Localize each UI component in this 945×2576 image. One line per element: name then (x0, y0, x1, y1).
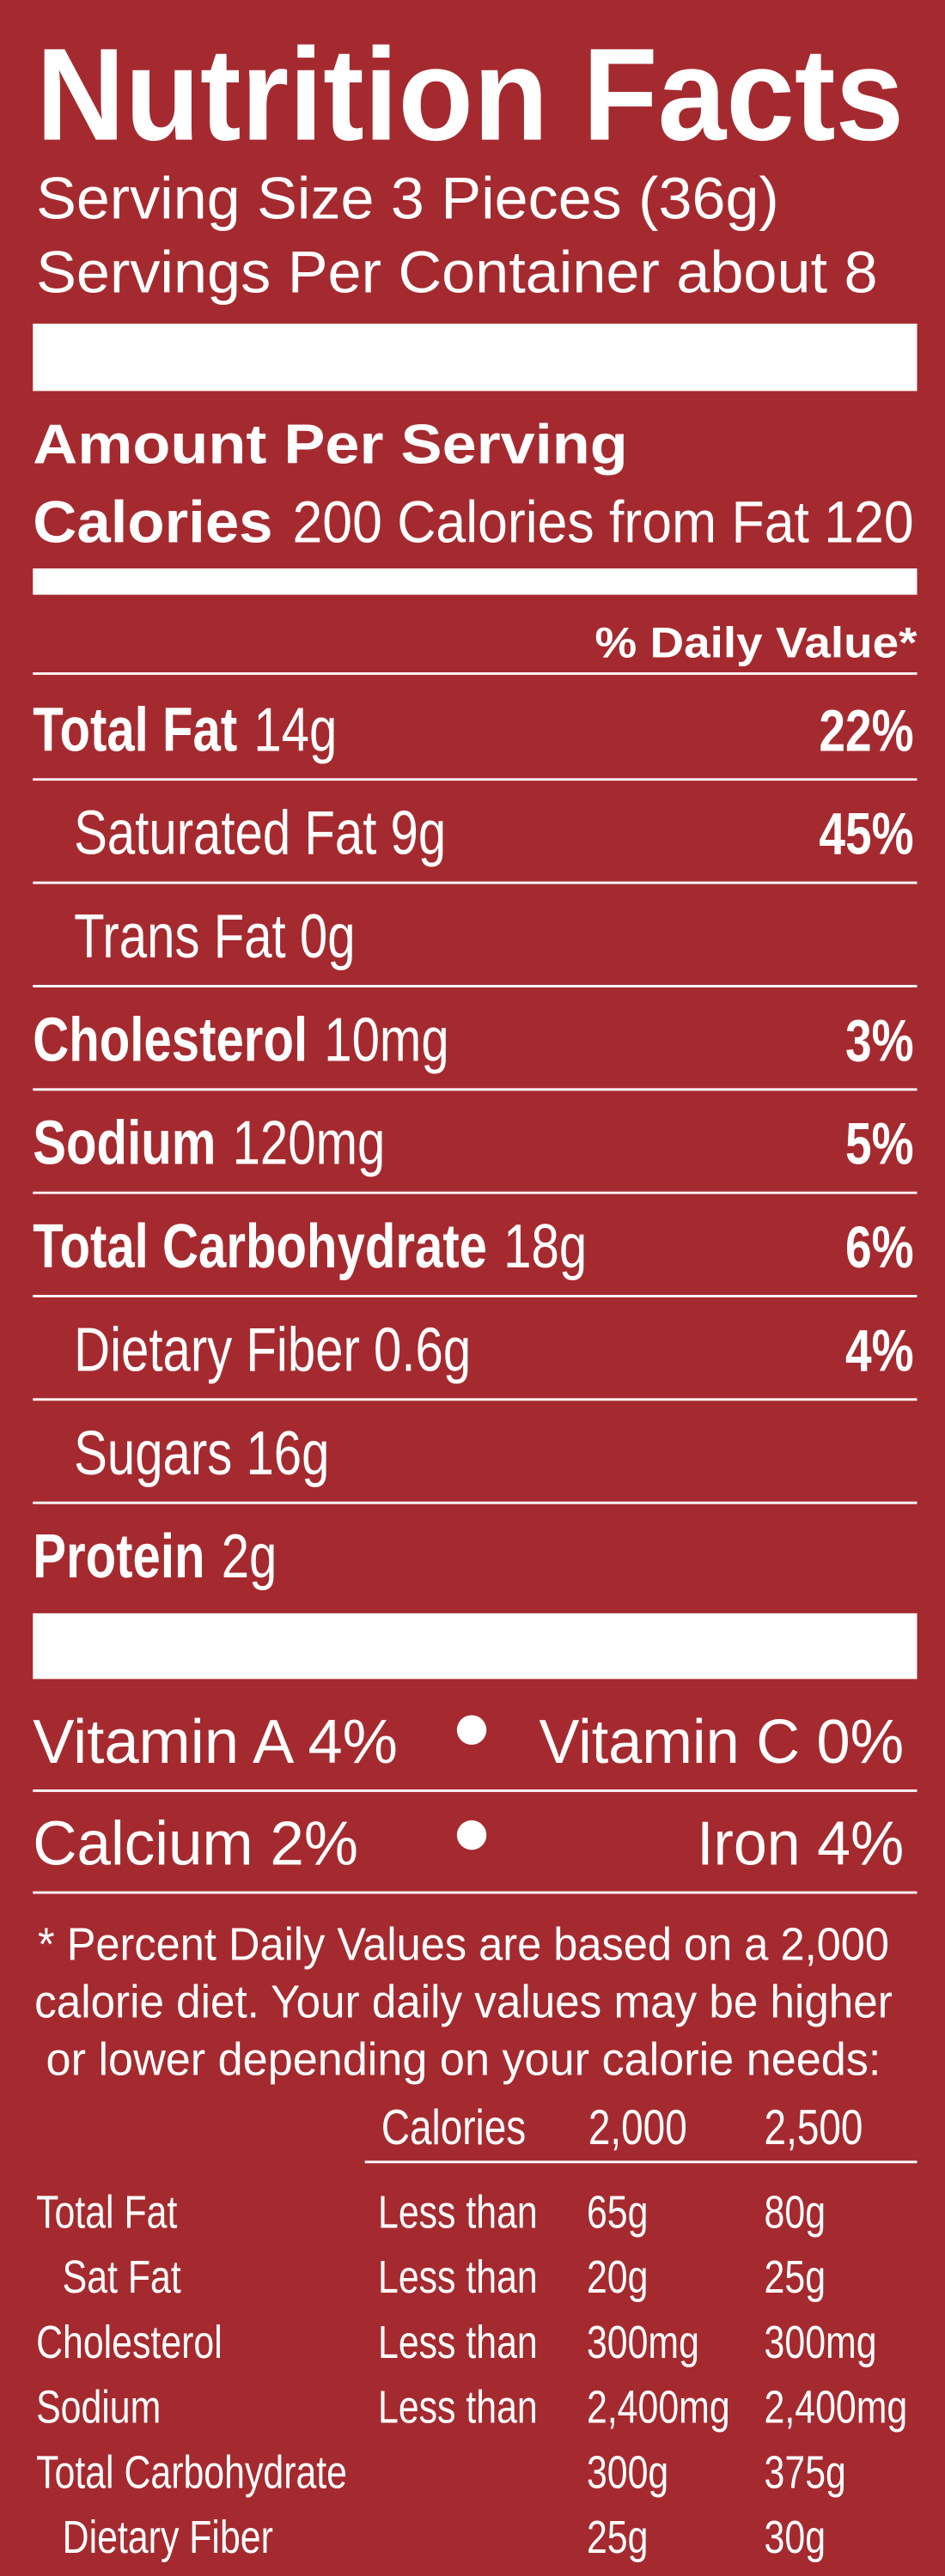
nutrient-sub-label: Dietary Fiber 0.6g (74, 1315, 471, 1384)
vitamin: Iron 4% (697, 1809, 904, 1879)
separator-bar (33, 1613, 918, 1680)
bullet (456, 1820, 487, 1850)
daily-value-header: % Daily Value* (595, 618, 918, 666)
daily-value: 22% (819, 697, 913, 763)
nutrient-label: Total Carbohydrate (33, 1212, 487, 1281)
reference-cell: Sodium (36, 2383, 161, 2433)
reference-cell: 300g (587, 2447, 668, 2498)
daily-value: 45% (819, 801, 913, 867)
vitamin: Vitamin C 0% (539, 1707, 904, 1777)
daily-value: 5% (845, 1111, 914, 1177)
nutrient-sub-label: Saturated Fat 9g (74, 799, 446, 868)
title: Nutrition Facts (36, 21, 904, 168)
footnote-line: * Percent Daily Values are based on a 2,… (38, 1920, 889, 1971)
reference-cell: Less than (378, 2318, 538, 2368)
reference-cell: Sat Fat (63, 2252, 181, 2303)
reference-cell: 300mg (587, 2318, 699, 2368)
nutrient-sub-label: Sugars 16g (74, 1419, 329, 1488)
footnote-line: or lower depending on your calorie needs… (46, 2034, 881, 2085)
daily-value: 6% (845, 1214, 914, 1280)
nutrient-label: Cholesterol (33, 1005, 308, 1074)
reference-header: 2,000 (588, 2100, 687, 2155)
calories-value: 200 Calories from Fat 120 (293, 489, 914, 555)
separator-bar (33, 323, 918, 392)
footnote-line: calorie diet. Your daily values may be h… (34, 1977, 893, 2027)
reference-cell: Total Carbohydrate (36, 2447, 347, 2498)
nutrient-sub-label: Trans Fat 0g (74, 902, 355, 971)
nutrient-label: Total Fat (33, 695, 237, 764)
reference-cell: 25g (765, 2252, 826, 2303)
reference-cell: Total Fat (36, 2187, 177, 2238)
reference-cell: Dietary Fiber (63, 2512, 273, 2563)
nutrient-amount: 10mg (324, 1005, 448, 1074)
reference-cell: 65g (587, 2187, 648, 2238)
serving-size: Serving Size 3 Pieces (36g) (36, 165, 779, 231)
separator-bar (33, 568, 918, 595)
reference-cell: Less than (378, 2383, 538, 2433)
reference-cell: 80g (765, 2187, 826, 2238)
nutrient-amount: 14g (253, 695, 337, 764)
nutrient-amount: 120mg (233, 1109, 386, 1178)
daily-value: 4% (845, 1317, 914, 1383)
reference-cell: 2,400mg (587, 2383, 730, 2433)
reference-cell: 20g (587, 2252, 648, 2303)
amount-per-serving: Amount Per Serving (33, 413, 628, 476)
nutrient-amount: 2g (222, 1522, 277, 1591)
reference-cell: 30g (765, 2512, 826, 2563)
servings-per-container: Servings Per Container about 8 (36, 240, 877, 306)
reference-cell: 2,400mg (765, 2383, 908, 2433)
reference-cell: Less than (378, 2252, 538, 2303)
nutrient-label: Protein (33, 1522, 204, 1591)
reference-cell: 25g (587, 2512, 648, 2563)
nutrient-label: Sodium (33, 1109, 216, 1178)
reference-header: 2,500 (765, 2100, 863, 2155)
reference-header: Calories (381, 2100, 526, 2155)
nutrient-amount: 18g (503, 1212, 587, 1281)
bullet (456, 1715, 487, 1745)
reference-cell: 300mg (765, 2318, 877, 2368)
vitamin: Calcium 2% (33, 1809, 358, 1879)
calories-label: Calories (33, 489, 272, 555)
reference-cell: 375g (765, 2447, 846, 2498)
reference-cell: Less than (378, 2187, 538, 2238)
reference-cell: Cholesterol (36, 2318, 223, 2368)
vitamin: Vitamin A 4% (33, 1707, 398, 1777)
daily-value: 3% (845, 1007, 914, 1073)
